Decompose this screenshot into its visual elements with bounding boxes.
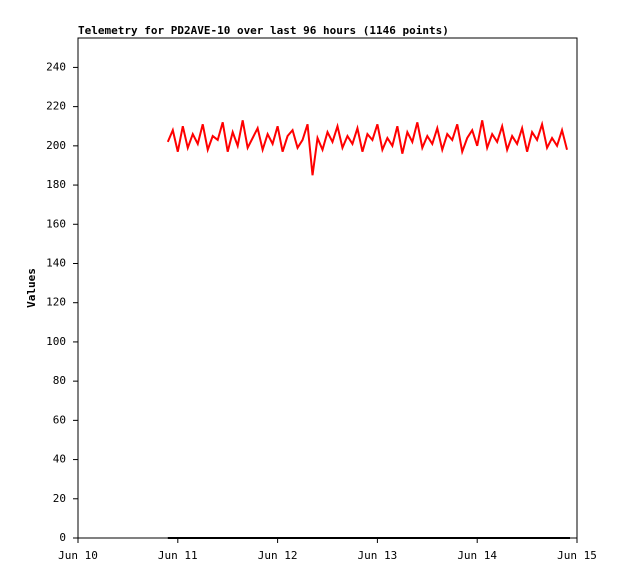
y-tick-label: 120 [46, 296, 66, 309]
y-tick-label: 0 [59, 531, 66, 544]
x-tick-label: Jun 13 [358, 549, 398, 562]
x-tick-label: Jun 11 [158, 549, 198, 562]
y-tick-label: 240 [46, 60, 66, 73]
y-tick-label: 40 [53, 453, 66, 466]
y-tick-label: 80 [53, 374, 66, 387]
chart-title: Telemetry for PD2AVE-10 over last 96 hou… [78, 24, 449, 37]
x-tick-label: Jun 15 [557, 549, 597, 562]
y-axis-label: Values [25, 268, 38, 308]
y-tick-label: 220 [46, 100, 66, 113]
y-tick-label: 180 [46, 178, 66, 191]
y-tick-label: 60 [53, 413, 66, 426]
y-tick-label: 160 [46, 217, 66, 230]
data-line [166, 120, 568, 176]
y-tick-label: 20 [53, 492, 66, 505]
y-tick-label: 140 [46, 256, 66, 269]
x-tick-label: Jun 12 [258, 549, 298, 562]
x-tick-label: Jun 14 [457, 549, 497, 562]
x-tick-label: Jun 10 [58, 549, 98, 562]
y-tick-label: 100 [46, 335, 66, 348]
y-tick-label: 200 [46, 139, 66, 152]
